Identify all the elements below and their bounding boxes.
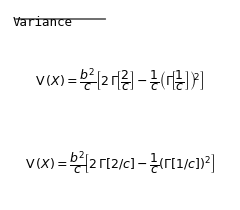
Text: $\mathrm{V}\,(X) = \dfrac{b^2}{c}\left[2\,\Gamma\!\left[\dfrac{2}{c}\right] - \d: $\mathrm{V}\,(X) = \dfrac{b^2}{c}\left[2… xyxy=(35,66,205,94)
Text: $\mathrm{V}\,(X) = \dfrac{b^2}{c}\!\left[2\,\Gamma[2/c] - \dfrac{1}{c}\left(\Gam: $\mathrm{V}\,(X) = \dfrac{b^2}{c}\!\left… xyxy=(25,149,215,177)
Text: Variance: Variance xyxy=(13,16,73,29)
